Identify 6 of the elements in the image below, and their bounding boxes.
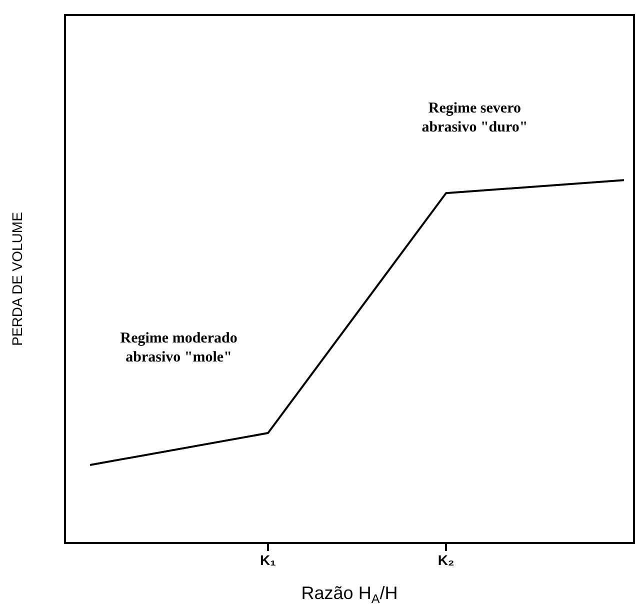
x-tick-label: K₁ [260, 552, 276, 568]
text: Regime severo abrasivo "duro" [422, 100, 528, 136]
x-tick-label: K₂ [438, 552, 454, 568]
annotation: Regime moderado abrasivo "mole" [120, 330, 238, 366]
y-axis-title: PERDA DE VOLUME [9, 212, 25, 346]
x-axis-title: Razão H$_{A}$/H [301, 583, 398, 606]
